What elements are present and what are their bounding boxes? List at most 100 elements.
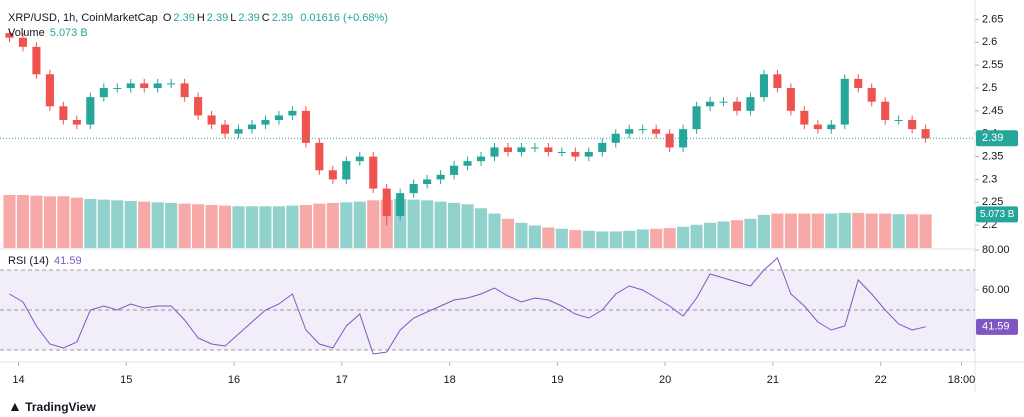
candle-body [679,129,688,148]
volume-bar [259,206,272,248]
candle-body [86,97,95,125]
volume-bar [192,204,205,248]
candle-body [315,142,324,171]
volume-bar [340,202,353,248]
y-tick-label: 2.55 [982,59,1003,71]
ohlc-value: 2.39 [206,12,229,24]
volume-legend: Volume 5.073 B [8,27,90,39]
candle-body [369,156,378,189]
volume-bar [232,206,245,248]
volume-bar [690,224,703,248]
candle-body [638,129,647,131]
candle-body [490,147,499,157]
price-layer [0,28,975,226]
candle-body [167,83,176,85]
y-tick-label: 2.35 [982,150,1003,162]
rsi-line [9,257,926,355]
volume-bar [97,199,110,248]
volume-value: 5.073 B [49,27,88,39]
ohlc-label: O [162,12,172,24]
candle-body [652,129,661,134]
volume-bar [138,201,151,248]
y-tick-label: 2.65 [982,13,1003,25]
volume-bar [838,212,851,248]
volume-layer [3,195,932,248]
volume-bar [784,213,797,248]
volume-bar [757,214,770,248]
candle-body [463,161,472,166]
y-tick-label: 2.45 [982,105,1003,117]
y-tick-label: 2.6 [982,36,997,48]
volume-bar [730,220,744,248]
x-tick-label: 21 [767,374,779,386]
ohlc-legend: O 2.39 H 2.39 L 2.39 C 2.39 [163,12,295,24]
volume-bar [771,213,784,248]
volume-bar [3,195,16,248]
volume-bar [825,213,838,248]
candle-body [153,83,162,88]
x-tick-label: 15 [120,374,132,386]
rsi-name: RSI (14) [8,255,49,267]
candle-body [571,152,580,157]
candle-body [732,101,742,111]
volume-bar [892,214,905,248]
candle-body [692,106,701,130]
volume-bar [663,228,676,248]
volume-bar [798,213,811,248]
volume-bar [272,206,285,248]
candle-body [854,78,863,88]
volume-bar [811,213,824,248]
x-tick-label: 17 [336,374,348,386]
candle-body [113,88,122,89]
volume-bar [703,222,717,248]
volume-bar [609,231,622,248]
candle-body [773,74,782,88]
volume-bar [57,196,70,248]
candle-body [126,83,135,88]
ohlc-value: 2.39 [238,12,260,24]
candle-body [544,147,553,152]
volume-bar [852,212,865,248]
x-tick-label: 16 [228,374,240,386]
candle-body [18,37,28,47]
x-tick-label: 18:00 [948,374,976,386]
price-badge [976,130,1018,147]
volume-bar [245,206,259,248]
x-tick-label: 20 [659,374,671,386]
candle-body [867,88,876,102]
ohlc-label: H [196,12,205,24]
candle-body [328,170,337,180]
ohlc-value: 2.39 [271,12,294,24]
brand-text: TradingView [25,400,96,414]
chart-title: XRP/USD, 1h, CoinMarketCap [8,12,158,24]
volume-bar [16,195,30,248]
volume-bar [299,204,312,248]
candle-body [503,147,513,152]
candle-body [180,83,189,98]
ohlc-label: C [261,12,270,24]
candle-body [355,156,364,162]
volume-bar [865,213,878,248]
volume-bar [461,204,474,248]
volume-bar [569,230,582,248]
volume-bar [528,225,541,248]
volume-bar [501,218,515,248]
volume-bar [43,196,56,248]
candle-body [759,74,768,98]
candle-body [827,124,836,130]
candle-body [908,120,917,130]
candle-body [800,110,809,125]
candle-body [140,83,149,88]
candle-body [840,78,849,125]
volume-bar [650,228,663,248]
volume-bar [636,229,649,248]
rsi-tick-label: 60.00 [982,284,1010,296]
volume-bar [677,226,690,248]
candle-body [99,88,108,98]
volume-bar [165,202,178,248]
candle-body [557,152,566,153]
rsi-badge-label: 41.59 [982,321,1010,333]
volume-bar [596,231,609,248]
candle-body [665,133,674,148]
volume-bar [218,205,232,248]
